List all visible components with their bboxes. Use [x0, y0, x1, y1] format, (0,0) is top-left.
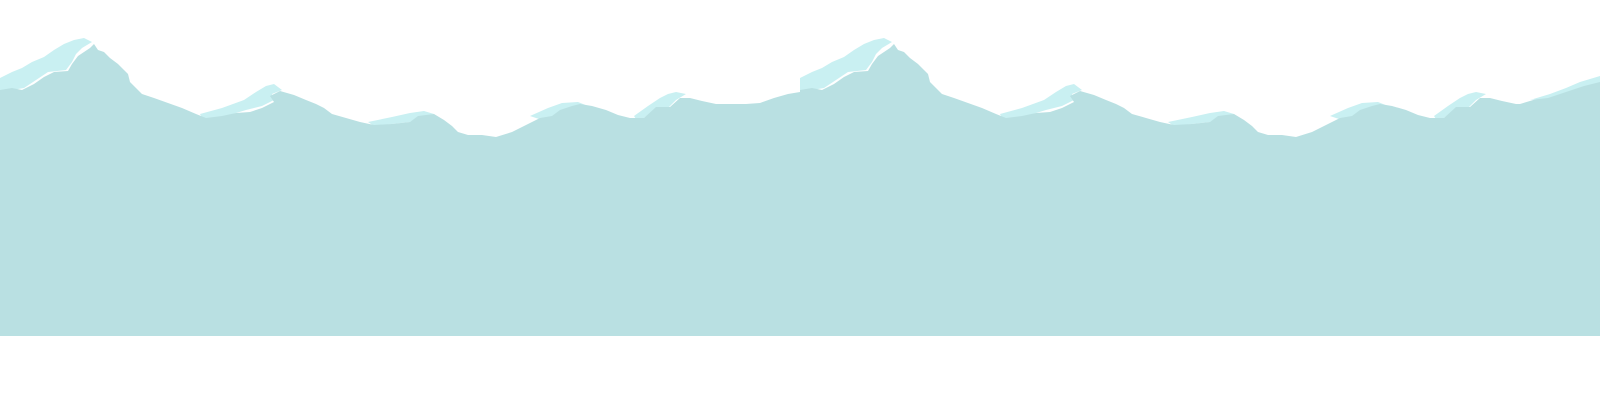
mountain-silhouette [1520, 80, 1600, 400]
bottom-white-band [0, 336, 1600, 400]
snow-highlight-shape [1530, 76, 1600, 100]
